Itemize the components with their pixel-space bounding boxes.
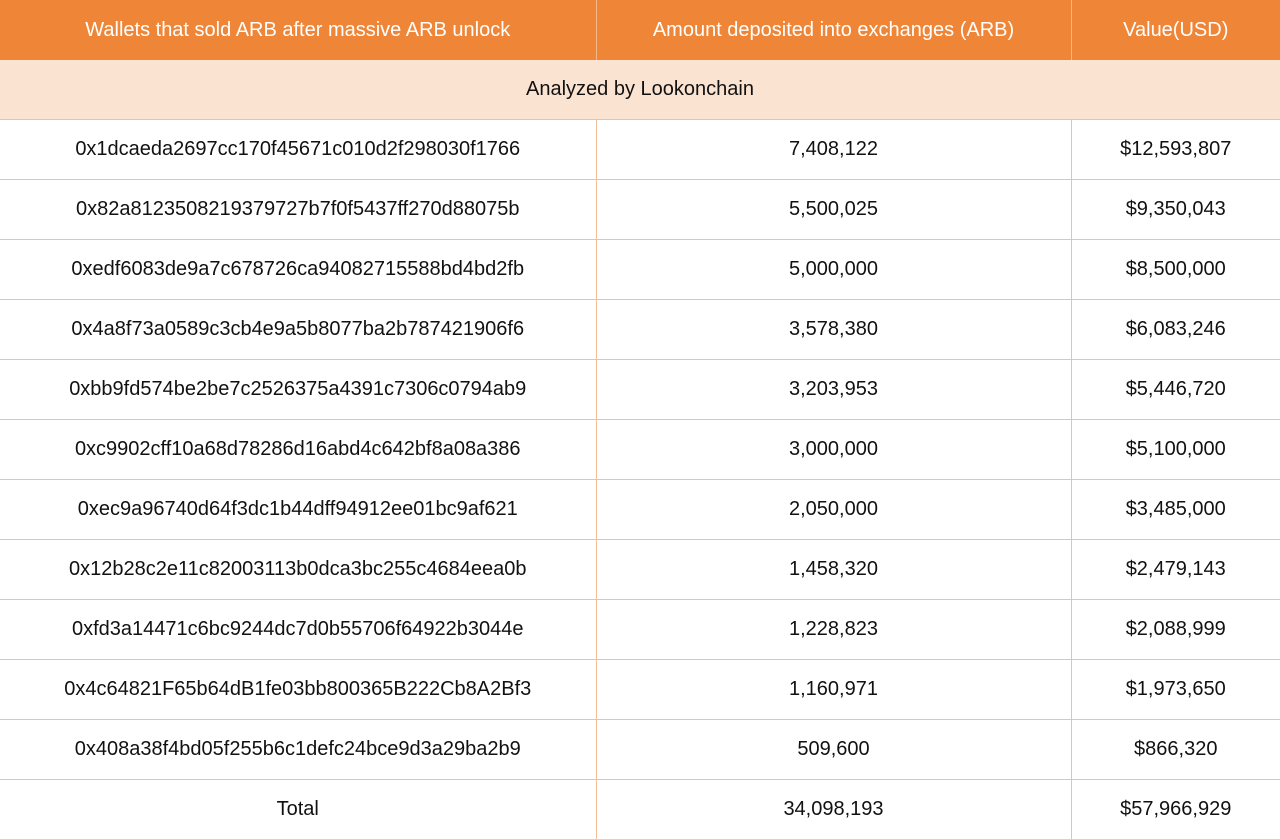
- header-value: Value(USD): [1071, 0, 1280, 60]
- amount-cell: 3,203,953: [596, 360, 1071, 420]
- analyzed-by-banner: Analyzed by Lookonchain: [0, 60, 1280, 120]
- header-wallet: Wallets that sold ARB after massive ARB …: [0, 0, 596, 60]
- value-cell: $2,479,143: [1071, 540, 1280, 600]
- wallet-address: 0xbb9fd574be2be7c2526375a4391c7306c0794a…: [0, 360, 596, 420]
- table-row: 0x4a8f73a0589c3cb4e9a5b8077ba2b787421906…: [0, 300, 1280, 360]
- amount-cell: 5,000,000: [596, 240, 1071, 300]
- amount-cell: 1,458,320: [596, 540, 1071, 600]
- wallet-address: 0xc9902cff10a68d78286d16abd4c642bf8a08a3…: [0, 420, 596, 480]
- banner-row: Analyzed by Lookonchain: [0, 60, 1280, 120]
- total-label: Total: [0, 780, 596, 839]
- header-amount: Amount deposited into exchanges (ARB): [596, 0, 1071, 60]
- wallet-address: 0x82a8123508219379727b7f0f5437ff270d8807…: [0, 180, 596, 240]
- value-cell: $8,500,000: [1071, 240, 1280, 300]
- header-row: Wallets that sold ARB after massive ARB …: [0, 0, 1280, 60]
- wallet-address: 0x1dcaeda2697cc170f45671c010d2f298030f17…: [0, 120, 596, 180]
- table-row: 0x408a38f4bd05f255b6c1defc24bce9d3a29ba2…: [0, 720, 1280, 780]
- wallet-address: 0xedf6083de9a7c678726ca94082715588bd4bd2…: [0, 240, 596, 300]
- value-cell: $1,973,650: [1071, 660, 1280, 720]
- table-row: 0x1dcaeda2697cc170f45671c010d2f298030f17…: [0, 120, 1280, 180]
- total-row: Total 34,098,193 $57,966,929: [0, 780, 1280, 839]
- amount-cell: 3,578,380: [596, 300, 1071, 360]
- table-row: 0x4c64821F65b64dB1fe03bb800365B222Cb8A2B…: [0, 660, 1280, 720]
- wallet-address: 0x4a8f73a0589c3cb4e9a5b8077ba2b787421906…: [0, 300, 596, 360]
- amount-cell: 7,408,122: [596, 120, 1071, 180]
- wallet-address: 0xfd3a14471c6bc9244dc7d0b55706f64922b304…: [0, 600, 596, 660]
- value-cell: $12,593,807: [1071, 120, 1280, 180]
- value-cell: $2,088,999: [1071, 600, 1280, 660]
- amount-cell: 5,500,025: [596, 180, 1071, 240]
- wallet-address: 0x12b28c2e11c82003113b0dca3bc255c4684eea…: [0, 540, 596, 600]
- table-row: 0xec9a96740d64f3dc1b44dff94912ee01bc9af6…: [0, 480, 1280, 540]
- table-row: 0xedf6083de9a7c678726ca94082715588bd4bd2…: [0, 240, 1280, 300]
- amount-cell: 1,228,823: [596, 600, 1071, 660]
- total-amount: 34,098,193: [596, 780, 1071, 839]
- wallet-address: 0x4c64821F65b64dB1fe03bb800365B222Cb8A2B…: [0, 660, 596, 720]
- wallet-address: 0x408a38f4bd05f255b6c1defc24bce9d3a29ba2…: [0, 720, 596, 780]
- value-cell: $9,350,043: [1071, 180, 1280, 240]
- value-cell: $6,083,246: [1071, 300, 1280, 360]
- table-row: 0x82a8123508219379727b7f0f5437ff270d8807…: [0, 180, 1280, 240]
- amount-cell: 3,000,000: [596, 420, 1071, 480]
- amount-cell: 2,050,000: [596, 480, 1071, 540]
- wallet-address: 0xec9a96740d64f3dc1b44dff94912ee01bc9af6…: [0, 480, 596, 540]
- value-cell: $5,446,720: [1071, 360, 1280, 420]
- table-row: 0xbb9fd574be2be7c2526375a4391c7306c0794a…: [0, 360, 1280, 420]
- value-cell: $866,320: [1071, 720, 1280, 780]
- value-cell: $5,100,000: [1071, 420, 1280, 480]
- total-value: $57,966,929: [1071, 780, 1280, 839]
- value-cell: $3,485,000: [1071, 480, 1280, 540]
- amount-cell: 1,160,971: [596, 660, 1071, 720]
- table-row: 0xc9902cff10a68d78286d16abd4c642bf8a08a3…: [0, 420, 1280, 480]
- table-row: 0xfd3a14471c6bc9244dc7d0b55706f64922b304…: [0, 600, 1280, 660]
- amount-cell: 509,600: [596, 720, 1071, 780]
- table-row: 0x12b28c2e11c82003113b0dca3bc255c4684eea…: [0, 540, 1280, 600]
